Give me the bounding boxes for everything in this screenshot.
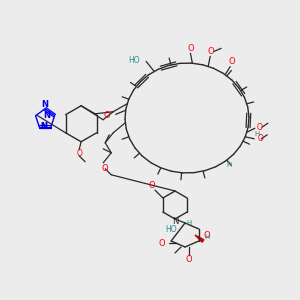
Text: N: N [40, 122, 47, 131]
Text: O: O [203, 230, 210, 239]
Text: N: N [44, 111, 51, 120]
Polygon shape [195, 235, 204, 242]
Text: H: H [226, 162, 232, 168]
Text: HO: HO [165, 226, 177, 235]
Text: O: O [76, 149, 82, 158]
Text: N: N [40, 122, 47, 131]
Text: O: O [104, 111, 111, 120]
Text: N: N [42, 100, 49, 109]
Text: O: O [158, 238, 165, 247]
Text: O: O [229, 57, 236, 66]
Text: O: O [208, 47, 214, 56]
Text: H: H [254, 130, 259, 136]
Text: HO: HO [128, 56, 140, 65]
Text: O: O [148, 182, 155, 190]
Text: O: O [186, 254, 192, 263]
Text: O: O [257, 123, 263, 132]
Text: O: O [187, 44, 194, 53]
Text: N: N [172, 217, 178, 226]
Text: H: H [186, 220, 192, 226]
Text: O: O [102, 164, 109, 173]
Text: H: H [204, 234, 210, 240]
Text: O: O [257, 134, 263, 143]
